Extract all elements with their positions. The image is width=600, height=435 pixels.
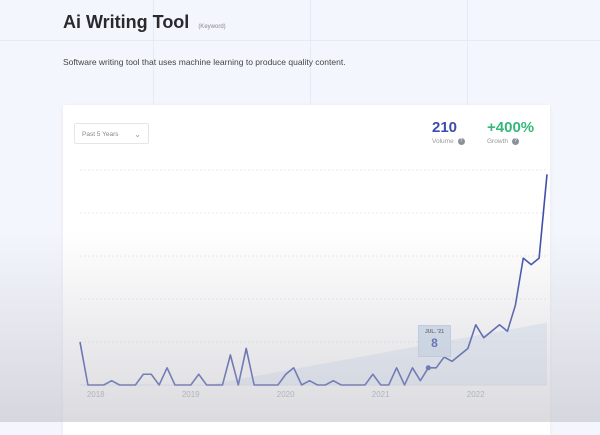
growth-value: +400% [487, 119, 535, 136]
keyword-tag: (Keyword) [198, 24, 226, 30]
x-tick-label: 2019 [181, 390, 200, 399]
help-icon[interactable]: ? [457, 138, 465, 145]
help-icon[interactable]: ? [511, 138, 519, 145]
tooltip-value: 8 [431, 336, 438, 350]
page-header: Ai Writing Tool (Keyword) [63, 12, 226, 33]
range-select[interactable]: Past 5 Years ⌄ [74, 123, 149, 144]
volume-label: Volume [432, 138, 454, 145]
chevron-down-icon: ⌄ [134, 130, 141, 139]
trend-area [206, 322, 547, 385]
volume-metric: 210 Volume? [432, 119, 465, 145]
highlight-point [425, 365, 431, 371]
page-title: Ai Writing Tool [63, 12, 190, 32]
growth-label: Growth [487, 138, 508, 145]
growth-metric: +400% Growth? [487, 119, 534, 145]
x-tick-label: 2018 [86, 390, 105, 399]
volume-value: 210 [432, 119, 458, 136]
x-tick-label: 2020 [276, 390, 295, 399]
x-tick-label: 2022 [466, 390, 485, 399]
range-select-value: Past 5 Years [82, 131, 119, 138]
x-tick-label: 2021 [371, 390, 390, 399]
chart-tooltip: JUL. '21 8 [418, 325, 451, 357]
page-description: Software writing tool that uses machine … [63, 57, 346, 67]
bg-grid-line [0, 40, 600, 41]
trend-chart [79, 169, 548, 386]
